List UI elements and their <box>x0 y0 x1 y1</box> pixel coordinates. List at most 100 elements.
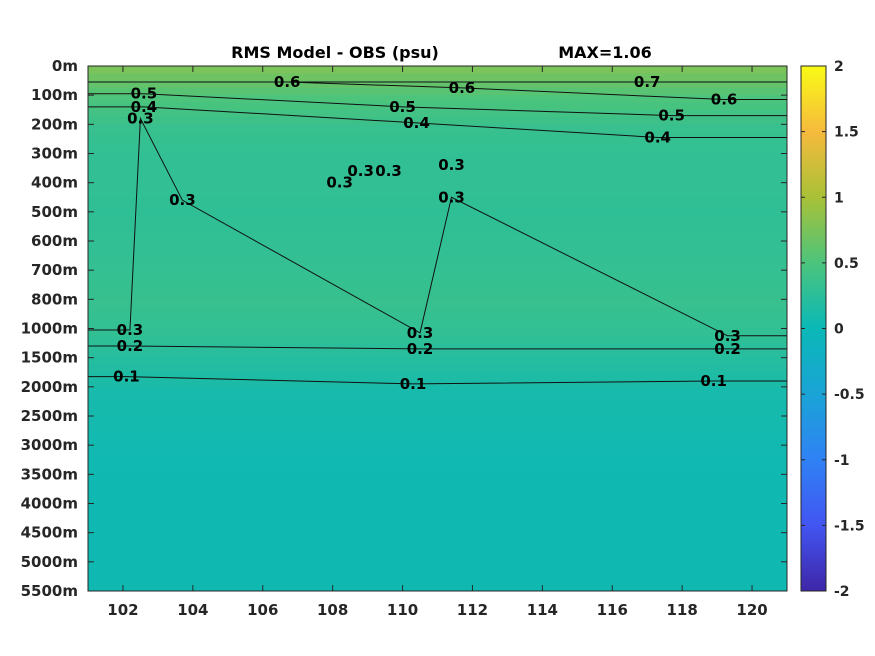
heatmap-band <box>88 175 787 184</box>
contour-label: 0.5 <box>389 98 416 116</box>
heatmap-band <box>88 452 787 461</box>
contour-label: 0.4 <box>403 114 430 132</box>
heatmap-band <box>88 401 787 410</box>
heatmap-band <box>88 532 787 541</box>
heatmap-band <box>88 423 787 432</box>
x-axis: 102 104 106 108 110 112 114 116 118 120 <box>107 66 768 619</box>
heatmap-band <box>88 284 787 293</box>
heatmap-band <box>88 204 787 213</box>
contour-label: 0.3 <box>127 110 154 128</box>
contour-line <box>88 345 787 350</box>
y-tick-label: 3500m <box>21 465 78 483</box>
heatmap-band <box>88 168 787 176</box>
colorbar-tick-label: 0 <box>834 322 844 338</box>
heatmap-band <box>88 364 787 373</box>
y-tick-label: 700m <box>31 261 78 279</box>
heatmap-band <box>88 328 787 337</box>
x-tick-label: 114 <box>527 601 558 619</box>
contour-label: 0.5 <box>658 107 685 125</box>
heatmap-band <box>88 66 787 74</box>
x-tick-label: 118 <box>666 601 697 619</box>
heatmap-band <box>88 445 787 454</box>
heatmap-band <box>88 102 787 111</box>
heatmap-band <box>88 117 787 125</box>
heatmap-band <box>88 459 787 468</box>
contour-line <box>88 81 787 101</box>
colorbar-tick-label: -0.5 <box>834 387 865 403</box>
x-tick-label: 110 <box>387 601 418 619</box>
contour-label: 0.3 <box>438 156 465 174</box>
heatmap-band <box>88 430 787 439</box>
heatmap-band <box>88 197 787 206</box>
contour-label: 0.7 <box>634 73 661 91</box>
heatmap-band <box>88 357 787 366</box>
contour-label: 0.3 <box>347 162 374 180</box>
colorbar-axis: 2 1.5 1 0.5 0 -0.5 -1 -1.5 -2 <box>801 59 865 600</box>
heatmap-band <box>88 525 787 534</box>
heatmap-band <box>88 488 787 497</box>
y-tick-label: 500m <box>31 203 78 221</box>
heatmap-band <box>88 146 787 155</box>
heatmap-band <box>88 569 787 578</box>
heatmap-band <box>88 372 787 381</box>
heatmap-band <box>88 554 787 563</box>
contour-label: 0.2 <box>407 340 434 358</box>
heatmap-band <box>88 299 787 308</box>
colorbar-tick-label: 1.5 <box>834 125 859 141</box>
colorbar-tick-label: -1 <box>834 453 850 469</box>
y-tick-label: 400m <box>31 174 78 192</box>
y-tick-label: 200m <box>31 115 78 133</box>
heatmap-band <box>88 262 787 271</box>
contour-label: 0.1 <box>113 368 140 386</box>
heatmap-field <box>88 66 787 591</box>
heatmap-band <box>88 109 787 118</box>
colorbar <box>801 66 826 591</box>
heatmap-band <box>88 306 787 315</box>
heatmap-band <box>88 153 787 162</box>
heatmap-band <box>88 270 787 279</box>
contour-label: 0.3 <box>438 188 465 206</box>
contour-label: 0.4 <box>131 98 158 116</box>
heatmap-band <box>88 547 787 556</box>
contour-label: 0.3 <box>326 174 353 192</box>
colorbar-tick-label: 0.5 <box>834 256 859 272</box>
y-tick-label: 5500m <box>21 582 78 600</box>
x-tick-label: 116 <box>597 601 628 619</box>
heatmap-band <box>88 80 787 89</box>
contour-label: 0.3 <box>169 191 196 209</box>
heatmap-band <box>88 124 787 133</box>
contour-label: 0.4 <box>644 128 671 146</box>
heatmap-band <box>88 561 787 570</box>
heatmap-band <box>88 160 787 169</box>
chart-title: RMS Model - OBS (psu) <box>231 43 439 62</box>
heatmap-band <box>88 226 787 235</box>
heatmap-band <box>88 510 787 519</box>
heatmap-band <box>88 241 787 249</box>
y-tick-label: 2000m <box>21 378 78 396</box>
contour-label: 0.2 <box>117 337 144 355</box>
contour-label: 0.3 <box>407 324 434 342</box>
heatmap-band <box>88 292 787 300</box>
y-tick-label: 2500m <box>21 407 78 425</box>
heatmap-band <box>88 138 787 147</box>
contour-label: 0.3 <box>375 162 402 180</box>
contour-line <box>88 116 787 337</box>
heatmap-band <box>88 496 787 505</box>
heatmap-band <box>88 394 787 403</box>
heatmap-band <box>88 131 787 140</box>
heatmap-band <box>88 503 787 512</box>
contour-label: 0.1 <box>700 372 727 390</box>
heatmap-band <box>88 73 787 82</box>
y-tick-label: 4000m <box>21 495 78 513</box>
heatmap-band <box>88 467 787 475</box>
heatmap-band <box>88 248 787 257</box>
contour-label: 0.6 <box>449 79 476 97</box>
contour-label: 0.6 <box>711 91 738 109</box>
colorbar-tick-label: -2 <box>834 584 850 600</box>
y-tick-label: 800m <box>31 290 78 308</box>
heatmap-band <box>88 576 787 585</box>
x-tick-label: 106 <box>247 601 278 619</box>
x-tick-label: 108 <box>317 601 348 619</box>
y-tick-label: 3000m <box>21 436 78 454</box>
